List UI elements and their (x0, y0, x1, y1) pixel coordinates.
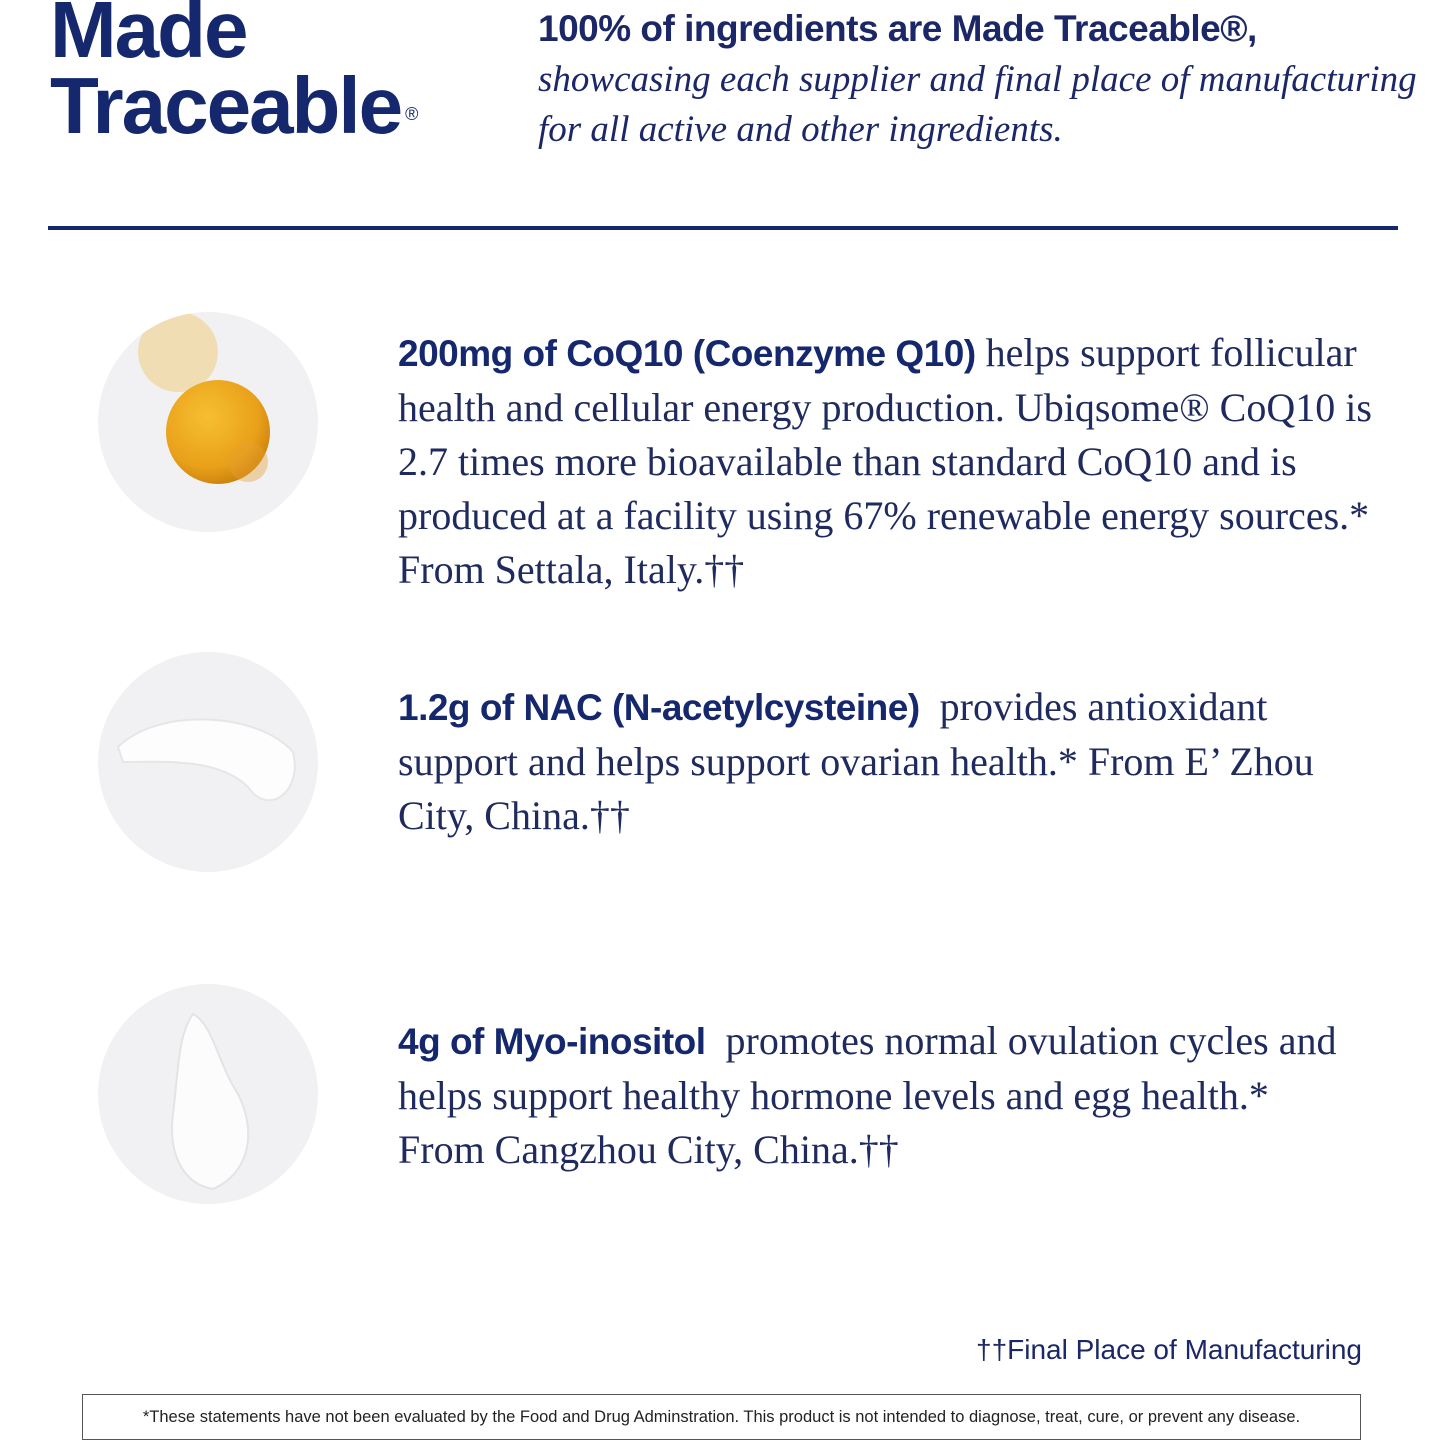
intro-rest: showcasing each supplier and final place… (538, 59, 1417, 150)
footnote: ††Final Place of Manufacturing (976, 1334, 1362, 1365)
ingredient-nac: 1.2g of NAC (N-acetylcysteine) provides … (398, 680, 1388, 843)
white-powder-pile-icon (171, 1012, 250, 1191)
ingredient-coq10: 200mg of CoQ10 (Coenzyme Q10) helps supp… (398, 326, 1408, 597)
ingredient-name: 200mg of CoQ10 (Coenzyme Q10) (398, 333, 976, 374)
ingredient-description: promotes normal ovulation cycles and hel… (398, 1018, 1347, 1172)
registered-mark: ® (405, 104, 419, 124)
disclaimer-text: *These statements have not been evaluate… (142, 1407, 1301, 1426)
fda-disclaimer: *These statements have not been evaluate… (82, 1394, 1361, 1440)
intro-text: 100% of ingredients are Made Traceable®,… (538, 4, 1418, 155)
title-line-1: Made (50, 0, 249, 74)
ingredient-myo-inositol: 4g of Myo-inositol promotes normal ovula… (398, 1014, 1348, 1177)
page-title: Made Traceable ® (50, 0, 419, 150)
ingredient-description: provides antioxidant support and helps s… (398, 684, 1324, 838)
white-powder-smear-icon (116, 718, 296, 802)
intro-lead: 100% of ingredients are Made Traceable®, (538, 8, 1257, 49)
ingredient-description: helps support follicular health and cell… (398, 330, 1372, 592)
myo-inositol-powder-image (98, 984, 318, 1204)
ingredient-name: 1.2g of NAC (N-acetylcysteine) (398, 687, 920, 728)
ingredient-name: 4g of Myo-inositol (398, 1021, 706, 1062)
orange-powder-icon (138, 312, 270, 484)
title-line-2: Traceable ® (50, 61, 419, 150)
divider (48, 226, 1398, 230)
nac-powder-image (98, 652, 318, 872)
coq10-powder-image (98, 312, 318, 532)
